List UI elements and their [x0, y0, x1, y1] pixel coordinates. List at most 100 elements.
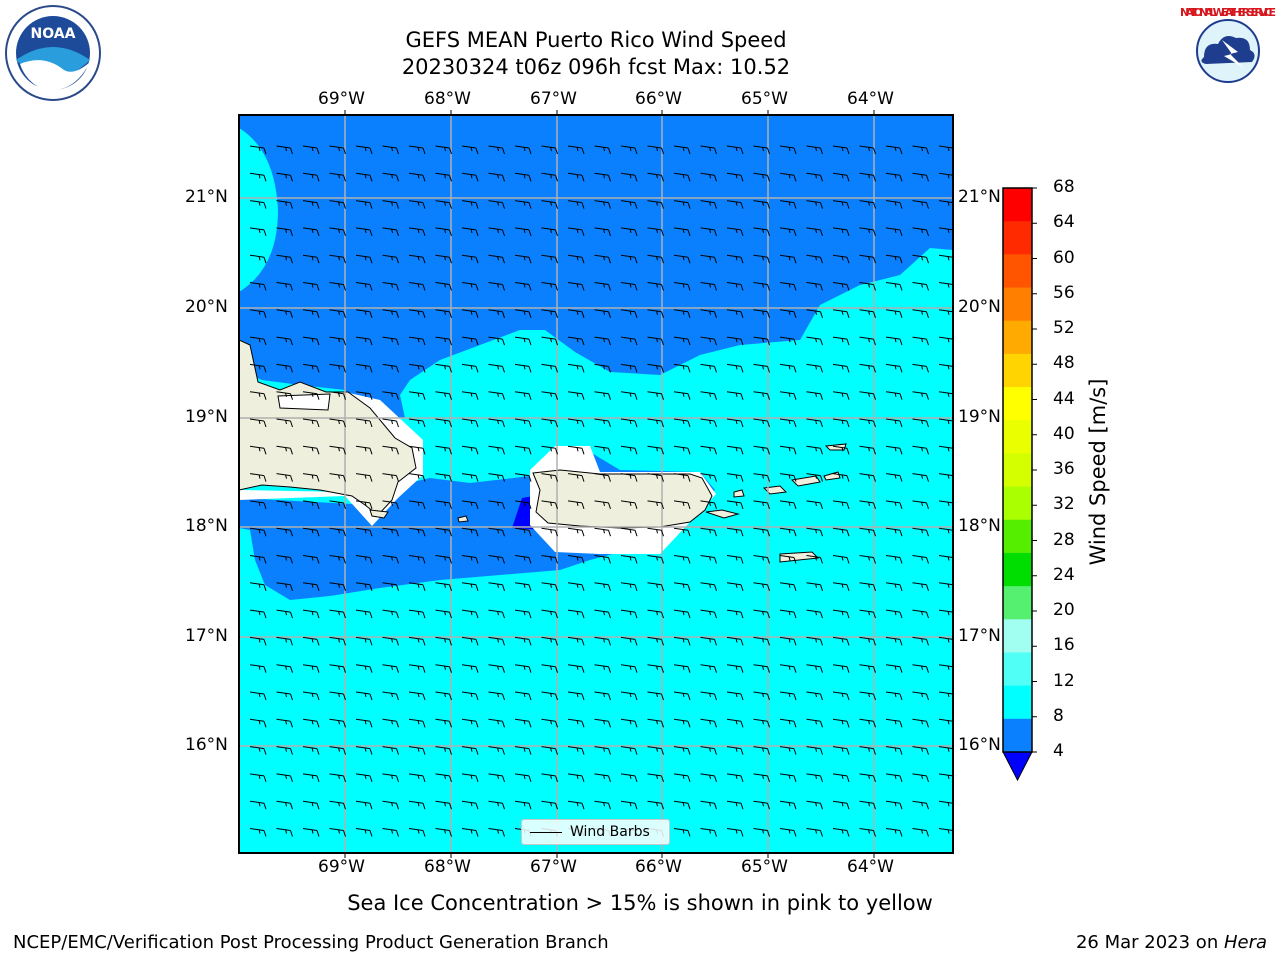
colorbar	[1002, 187, 1037, 782]
wind-barb	[832, 828, 850, 837]
wind-barb	[541, 336, 558, 346]
wind-barb	[620, 336, 638, 346]
wind-barb	[647, 664, 664, 673]
wind-barb	[779, 473, 797, 482]
wind-barb	[832, 363, 850, 373]
wind-barb	[620, 227, 638, 237]
wind-barb	[302, 691, 320, 701]
wind-barb	[567, 582, 585, 591]
wind-barb	[673, 363, 691, 373]
wind-barb	[938, 418, 953, 425]
map-frame	[238, 114, 954, 854]
wind-barb	[938, 664, 953, 670]
wind-barb	[541, 773, 558, 783]
wind-barb	[302, 527, 320, 537]
wind-barb	[912, 718, 929, 728]
wind-barb	[832, 800, 850, 810]
wind-barb	[408, 254, 426, 264]
wind-barb	[461, 172, 479, 182]
wind-barb	[329, 200, 346, 209]
wind-barb	[329, 336, 346, 346]
wind-barb	[567, 445, 585, 455]
wind-barb	[779, 582, 797, 591]
wind-barb	[382, 691, 399, 701]
graticule	[239, 115, 953, 853]
wind-barb	[514, 391, 532, 400]
wind-barb	[806, 363, 823, 373]
wind-barb	[726, 473, 744, 482]
wind-barb	[885, 718, 903, 728]
wind-barb	[779, 718, 797, 728]
wind-barb	[779, 172, 797, 182]
wind-barb	[461, 473, 479, 482]
wind-barb	[276, 282, 293, 291]
lat-label-right: 21°N	[958, 187, 1001, 207]
wind-barb	[435, 828, 452, 837]
wind-barb	[276, 691, 293, 701]
wind-barb	[541, 445, 558, 455]
wind-barb	[859, 773, 876, 783]
lon-label-bottom: 66°W	[635, 857, 682, 877]
wind-barb	[885, 473, 903, 482]
wind-barb	[355, 828, 373, 837]
lat-label-right: 20°N	[958, 297, 1001, 317]
lon-label-bottom: 69°W	[318, 857, 365, 877]
colorbar-cell	[1003, 188, 1032, 222]
wind-barb	[514, 473, 532, 482]
wind-barb	[726, 828, 744, 837]
wind-barb	[435, 773, 452, 783]
wind-barb	[912, 200, 929, 209]
colorbar-cell	[1003, 453, 1032, 488]
wind-barb	[620, 200, 638, 209]
wind-barb	[832, 282, 850, 291]
wind-barb	[488, 200, 505, 209]
wind-barb	[276, 636, 293, 646]
wind-barb	[912, 309, 929, 318]
wind-barb	[832, 500, 850, 510]
wind-barb	[488, 828, 505, 837]
wind-barb	[382, 828, 399, 837]
wind-barb	[753, 309, 770, 318]
wind-barb	[329, 773, 346, 783]
wind-barb	[885, 691, 903, 701]
wind-barb	[302, 254, 320, 264]
wind-barb	[594, 718, 611, 728]
wind-barb	[620, 500, 638, 510]
wind-barb	[700, 227, 717, 237]
wind-barb	[514, 227, 532, 237]
wind-barb	[859, 391, 876, 400]
wind-barb	[329, 636, 346, 646]
wind-barb	[779, 555, 797, 564]
wind-barb	[567, 500, 585, 510]
wind-barbs	[249, 145, 953, 837]
wind-barb	[408, 145, 426, 155]
wind-barb	[779, 227, 797, 237]
wind-barb	[514, 691, 532, 701]
wind-barb	[488, 555, 505, 564]
wind-barb	[779, 336, 797, 346]
wind-barb	[567, 664, 585, 673]
lon-label-top: 67°W	[530, 89, 577, 109]
wind-barb	[938, 254, 953, 261]
wind-barb	[514, 200, 532, 209]
wind-barb	[647, 473, 664, 482]
lon-label-top: 65°W	[741, 89, 788, 109]
wind-barb	[249, 664, 267, 673]
wind-barb	[355, 718, 373, 728]
colorbar-tick-label: 20	[1053, 600, 1075, 620]
wind-barb	[700, 363, 717, 373]
wind-barb	[249, 582, 267, 591]
colorbar-tick-label: 40	[1053, 423, 1075, 444]
wind-barb	[647, 555, 664, 564]
wind-barb	[806, 691, 823, 701]
wind-barb	[594, 582, 611, 591]
wind-barb	[329, 445, 346, 455]
virgin-island-3	[790, 475, 821, 487]
wind-barb	[355, 363, 373, 373]
colorbar-tick-label: 28	[1053, 529, 1075, 550]
wind-barb	[647, 582, 664, 591]
wind-barb	[594, 145, 611, 155]
wind-barb	[408, 555, 426, 564]
wind-barb	[594, 800, 611, 810]
wind-barb	[859, 691, 876, 701]
